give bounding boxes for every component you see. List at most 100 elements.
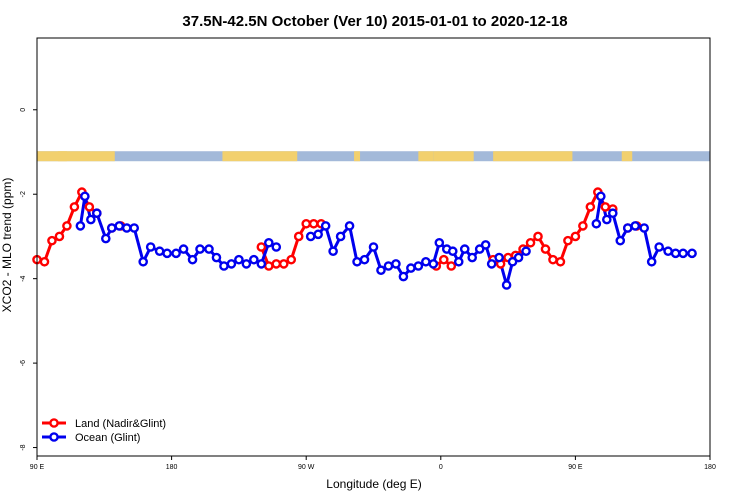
legend-marker [49,418,59,428]
data-point [84,202,95,212]
x-axis-label: Longitude (deg E) [326,477,421,491]
data-point [211,252,222,263]
data-point [383,261,394,271]
data-point [308,218,319,229]
data-point [293,231,304,242]
data-point [376,265,386,276]
legend: Land (Nadir&Glint) Ocean (Glint) [42,418,166,444]
data-point [596,191,606,202]
x-tick-label: 90 W [298,464,315,471]
data-point [320,221,331,231]
plot-frame [36,37,711,457]
legend-marker [49,432,59,442]
data-point [654,242,664,252]
land-band-segment [433,151,474,162]
data-point [630,221,641,231]
data-point [204,244,214,254]
data-point [264,237,274,248]
data-point [413,261,424,271]
data-point [100,233,111,244]
y-tick-label: 0 [20,108,27,112]
data-point [301,218,312,229]
data-point [271,259,282,269]
data-point [600,202,611,212]
data-point [438,254,449,265]
data-point [406,263,416,273]
data-point [453,256,464,267]
data-point [92,208,102,219]
data-point [154,246,165,257]
land-band-segment [418,151,434,162]
data-point [278,259,289,269]
data-point [335,231,346,242]
data-point [533,231,543,242]
data-point [256,259,267,269]
data-point [178,244,189,254]
data-point [602,214,612,225]
y-axis-label: XCO2 - MLO trend (ppm) [0,178,14,313]
data-point [513,252,524,263]
data-point [521,246,531,257]
data-point [69,202,80,212]
data-point [256,242,267,252]
data-point [264,261,274,271]
data-point [663,246,673,257]
x-tick-label: 180 [704,464,716,471]
data-point [639,223,649,233]
data-point [145,242,156,252]
data-point [368,242,379,252]
y-tick-label: -6 [20,360,27,366]
data-point [75,221,86,231]
data-point [114,221,125,231]
data-point [39,256,50,267]
data-point [480,240,491,250]
data-point [525,237,536,248]
data-point [622,223,633,233]
data-point [249,254,259,265]
data-point [486,259,497,269]
data-point [447,246,458,257]
y-axis-ticks: 0 -2 -4 -6 -8 [20,108,37,451]
data-point [86,214,96,225]
data-point [219,261,229,271]
data-point [106,223,117,233]
land-band-segment [354,151,361,162]
y-tick-label: -2 [20,191,27,197]
x-tick-label: 0 [439,464,443,471]
data-point [501,280,512,290]
data-point [585,202,596,212]
x-tick-label: 180 [166,464,178,471]
data-point [234,254,244,265]
data-point [670,248,681,259]
data-point [391,259,401,269]
land-band-segment [222,151,298,162]
data-point [434,237,445,248]
data-point [474,244,485,254]
data-point [241,259,252,269]
data-point [540,244,551,254]
chart-title: 37.5N-42.5N October (Ver 10) 2015-01-01 … [182,13,567,30]
data-point [359,254,370,265]
data-point [646,256,657,267]
x-axis-ticks: 90 E 180 90 W 0 90 E 180 [30,456,716,471]
data-point [398,271,409,282]
data-point [578,221,588,231]
data-point [313,229,323,240]
x-tick-label: 90 E [30,464,45,471]
data-point [428,259,439,269]
x-tick-label: 90 E [568,464,583,471]
data-point [305,231,316,242]
data-point [187,254,198,265]
legend-label: Ocean (Glint) [75,432,140,444]
data-point [286,254,297,265]
land-band-segment [621,151,633,162]
data-point [138,256,148,267]
data-point [47,235,57,246]
series-layer [32,187,697,290]
data-point [129,223,140,233]
data-point [548,254,558,265]
land-band-segment [57,151,67,162]
data-point [195,244,205,254]
data-point [344,221,355,231]
